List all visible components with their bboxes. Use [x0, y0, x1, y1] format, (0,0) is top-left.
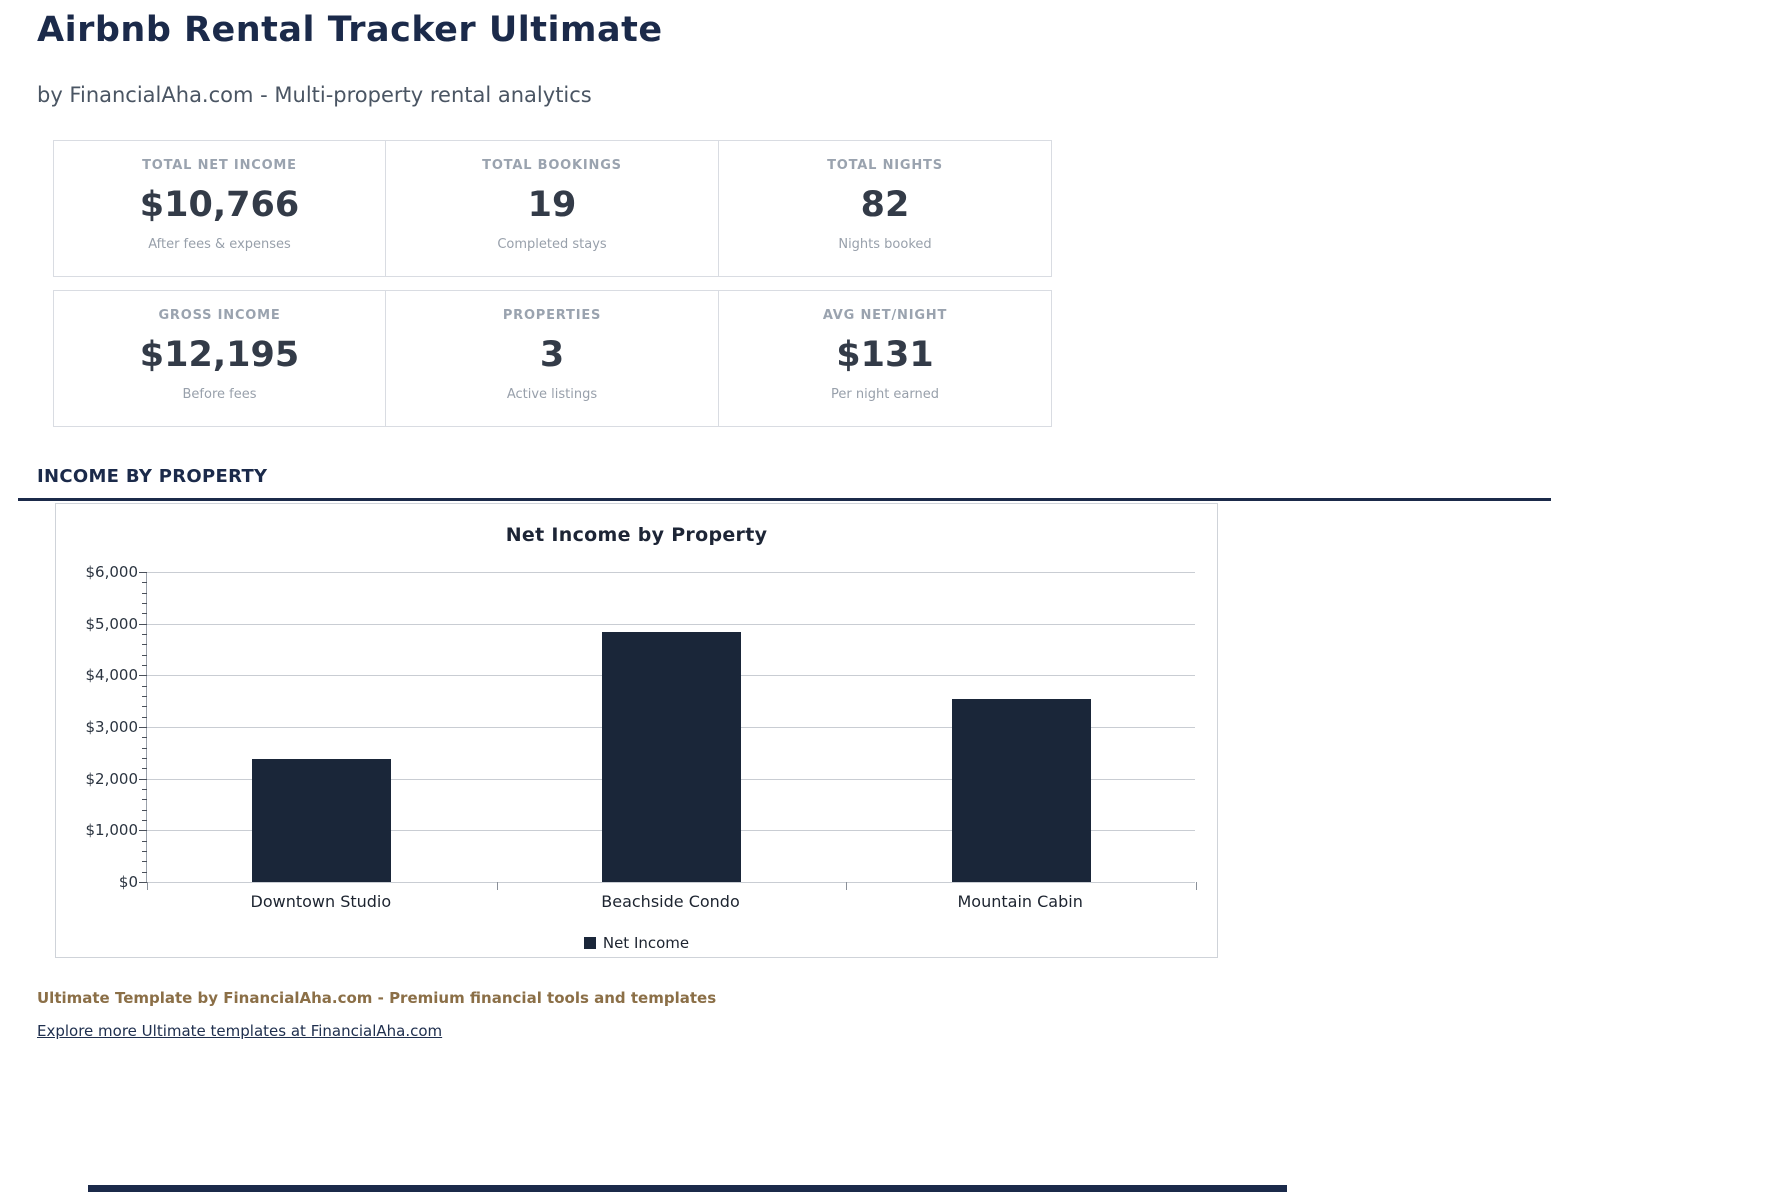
stat-card-total-bookings: TOTAL BOOKINGS 19 Completed stays	[386, 140, 719, 277]
y-minor-tick	[142, 634, 147, 635]
stats-row: TOTAL NET INCOME $10,766 After fees & expe…	[53, 140, 1052, 277]
bar-downtown-studio	[252, 759, 392, 882]
stat-label: TOTAL BOOKINGS	[482, 158, 622, 173]
stat-sub: Active listings	[506, 387, 598, 402]
y-minor-tick	[142, 799, 147, 801]
stat-card-total-nights: TOTAL NIGHTS 82 Nights booked	[719, 140, 1052, 277]
y-axis-label: $2,000	[85, 769, 139, 788]
y-major-tick	[139, 882, 147, 883]
y-minor-tick	[142, 758, 147, 759]
y-axis-label: $1,000	[85, 821, 139, 840]
stat-label: GROSS INCOME	[158, 308, 281, 323]
net-income-chart: Net Income by Property $0 $1,000 $2,000 $3,…	[55, 503, 1218, 958]
y-minor-tick	[142, 768, 147, 770]
y-axis-label: $5,000	[85, 614, 139, 633]
y-minor-tick	[142, 861, 147, 863]
stats-grid: TOTAL NET INCOME $10,766 After fees & expe…	[53, 140, 1052, 440]
stat-value: 82	[860, 185, 910, 225]
stat-label: PROPERTIES	[502, 308, 602, 323]
y-minor-tick	[142, 603, 147, 604]
y-minor-tick	[142, 644, 147, 646]
stat-card-gross-income: GROSS INCOME $12,195 Before fees	[53, 290, 386, 427]
y-major-tick	[139, 572, 147, 573]
y-minor-tick	[142, 871, 147, 873]
y-minor-tick	[142, 809, 147, 811]
footer-link[interactable]: Explore more Ultimate templates at Finan…	[37, 1022, 443, 1040]
gridline	[147, 623, 1195, 625]
y-minor-tick	[142, 840, 147, 842]
y-minor-tick	[142, 820, 147, 821]
stat-card-properties: PROPERTIES 3 Active listings	[386, 290, 719, 427]
y-axis-label: $0	[118, 873, 138, 891]
stat-sub: Per night earned	[831, 387, 939, 402]
y-major-tick	[139, 778, 147, 780]
x-axis-tick	[846, 882, 848, 890]
y-minor-tick	[142, 737, 147, 739]
bar-beachside-condo	[602, 631, 741, 882]
stat-label: TOTAL NIGHTS	[827, 158, 943, 173]
y-minor-tick	[142, 696, 147, 697]
y-axis-labels: $0 $1,000 $2,000 $3,000 $4,000 $5,000 $6,000	[56, 563, 139, 891]
stat-value: 3	[539, 335, 565, 375]
y-axis-label: $6,000	[85, 563, 139, 581]
footer-tagline: Ultimate Template by FinancialAha.com - …	[37, 989, 717, 1007]
y-major-tick	[139, 675, 147, 677]
stat-card-total-net-income: TOTAL NET INCOME $10,766 After fees & expe…	[53, 140, 386, 277]
stat-sub: Before fees	[182, 387, 257, 402]
stat-label: AVG NET/NIGHT	[822, 308, 948, 323]
y-axis-label: $3,000	[85, 718, 139, 736]
y-major-tick	[139, 727, 147, 728]
gridline	[147, 572, 1195, 573]
section-divider	[18, 498, 1551, 501]
bar-mountain-cabin	[951, 698, 1091, 882]
y-minor-tick	[142, 851, 147, 852]
stat-sub: After fees & expenses	[148, 237, 291, 252]
stat-value: $10,766	[139, 185, 300, 225]
stat-value: $12,195	[139, 335, 300, 375]
y-minor-tick	[142, 706, 147, 708]
x-axis-tick	[496, 882, 498, 890]
plot-area	[139, 572, 1197, 890]
stat-label: TOTAL NET INCOME	[142, 158, 297, 173]
chart-title: Net Income by Property	[505, 524, 768, 546]
page-subtitle: by FinancialAha.com - Multi-property ren…	[37, 83, 592, 107]
x-axis-tick	[147, 882, 148, 890]
x-axis-tick	[1196, 882, 1197, 890]
page-title: Airbnb Rental Tracker Ultimate	[37, 10, 663, 50]
y-minor-tick	[142, 582, 147, 584]
stat-value: $131	[836, 335, 934, 375]
legend-label: Net Income	[602, 934, 690, 952]
y-minor-tick	[142, 654, 147, 656]
y-major-tick	[139, 830, 147, 832]
stats-row: GROSS INCOME $12,195 Before fees PROPERTIES…	[53, 290, 1052, 427]
y-minor-tick	[142, 665, 147, 666]
stat-sub: Completed stays	[497, 237, 607, 252]
y-minor-tick	[142, 747, 147, 749]
stat-card-avg-net-night: AVG NET/NIGHT $131 Per night earned	[719, 290, 1052, 427]
chart-legend: Net Income	[56, 934, 1217, 952]
stat-value: 19	[527, 185, 577, 225]
gridline	[147, 882, 1195, 883]
y-axis-label: $4,000	[85, 666, 139, 685]
y-minor-tick	[142, 685, 147, 687]
y-minor-tick	[142, 789, 147, 790]
partial-bottom-bar	[88, 1185, 1287, 1192]
y-minor-tick	[142, 592, 147, 594]
x-axis-label: Mountain Cabin	[957, 892, 1083, 911]
x-axis-label: Beachside Condo	[601, 892, 740, 911]
y-minor-tick	[142, 716, 147, 718]
stat-sub: Nights booked	[838, 237, 932, 252]
y-minor-tick	[142, 613, 147, 615]
y-major-tick	[139, 623, 147, 625]
x-axis-label: Downtown Studio	[250, 892, 392, 911]
legend-swatch	[583, 937, 596, 949]
section-title: INCOME BY PROPERTY	[37, 466, 268, 487]
